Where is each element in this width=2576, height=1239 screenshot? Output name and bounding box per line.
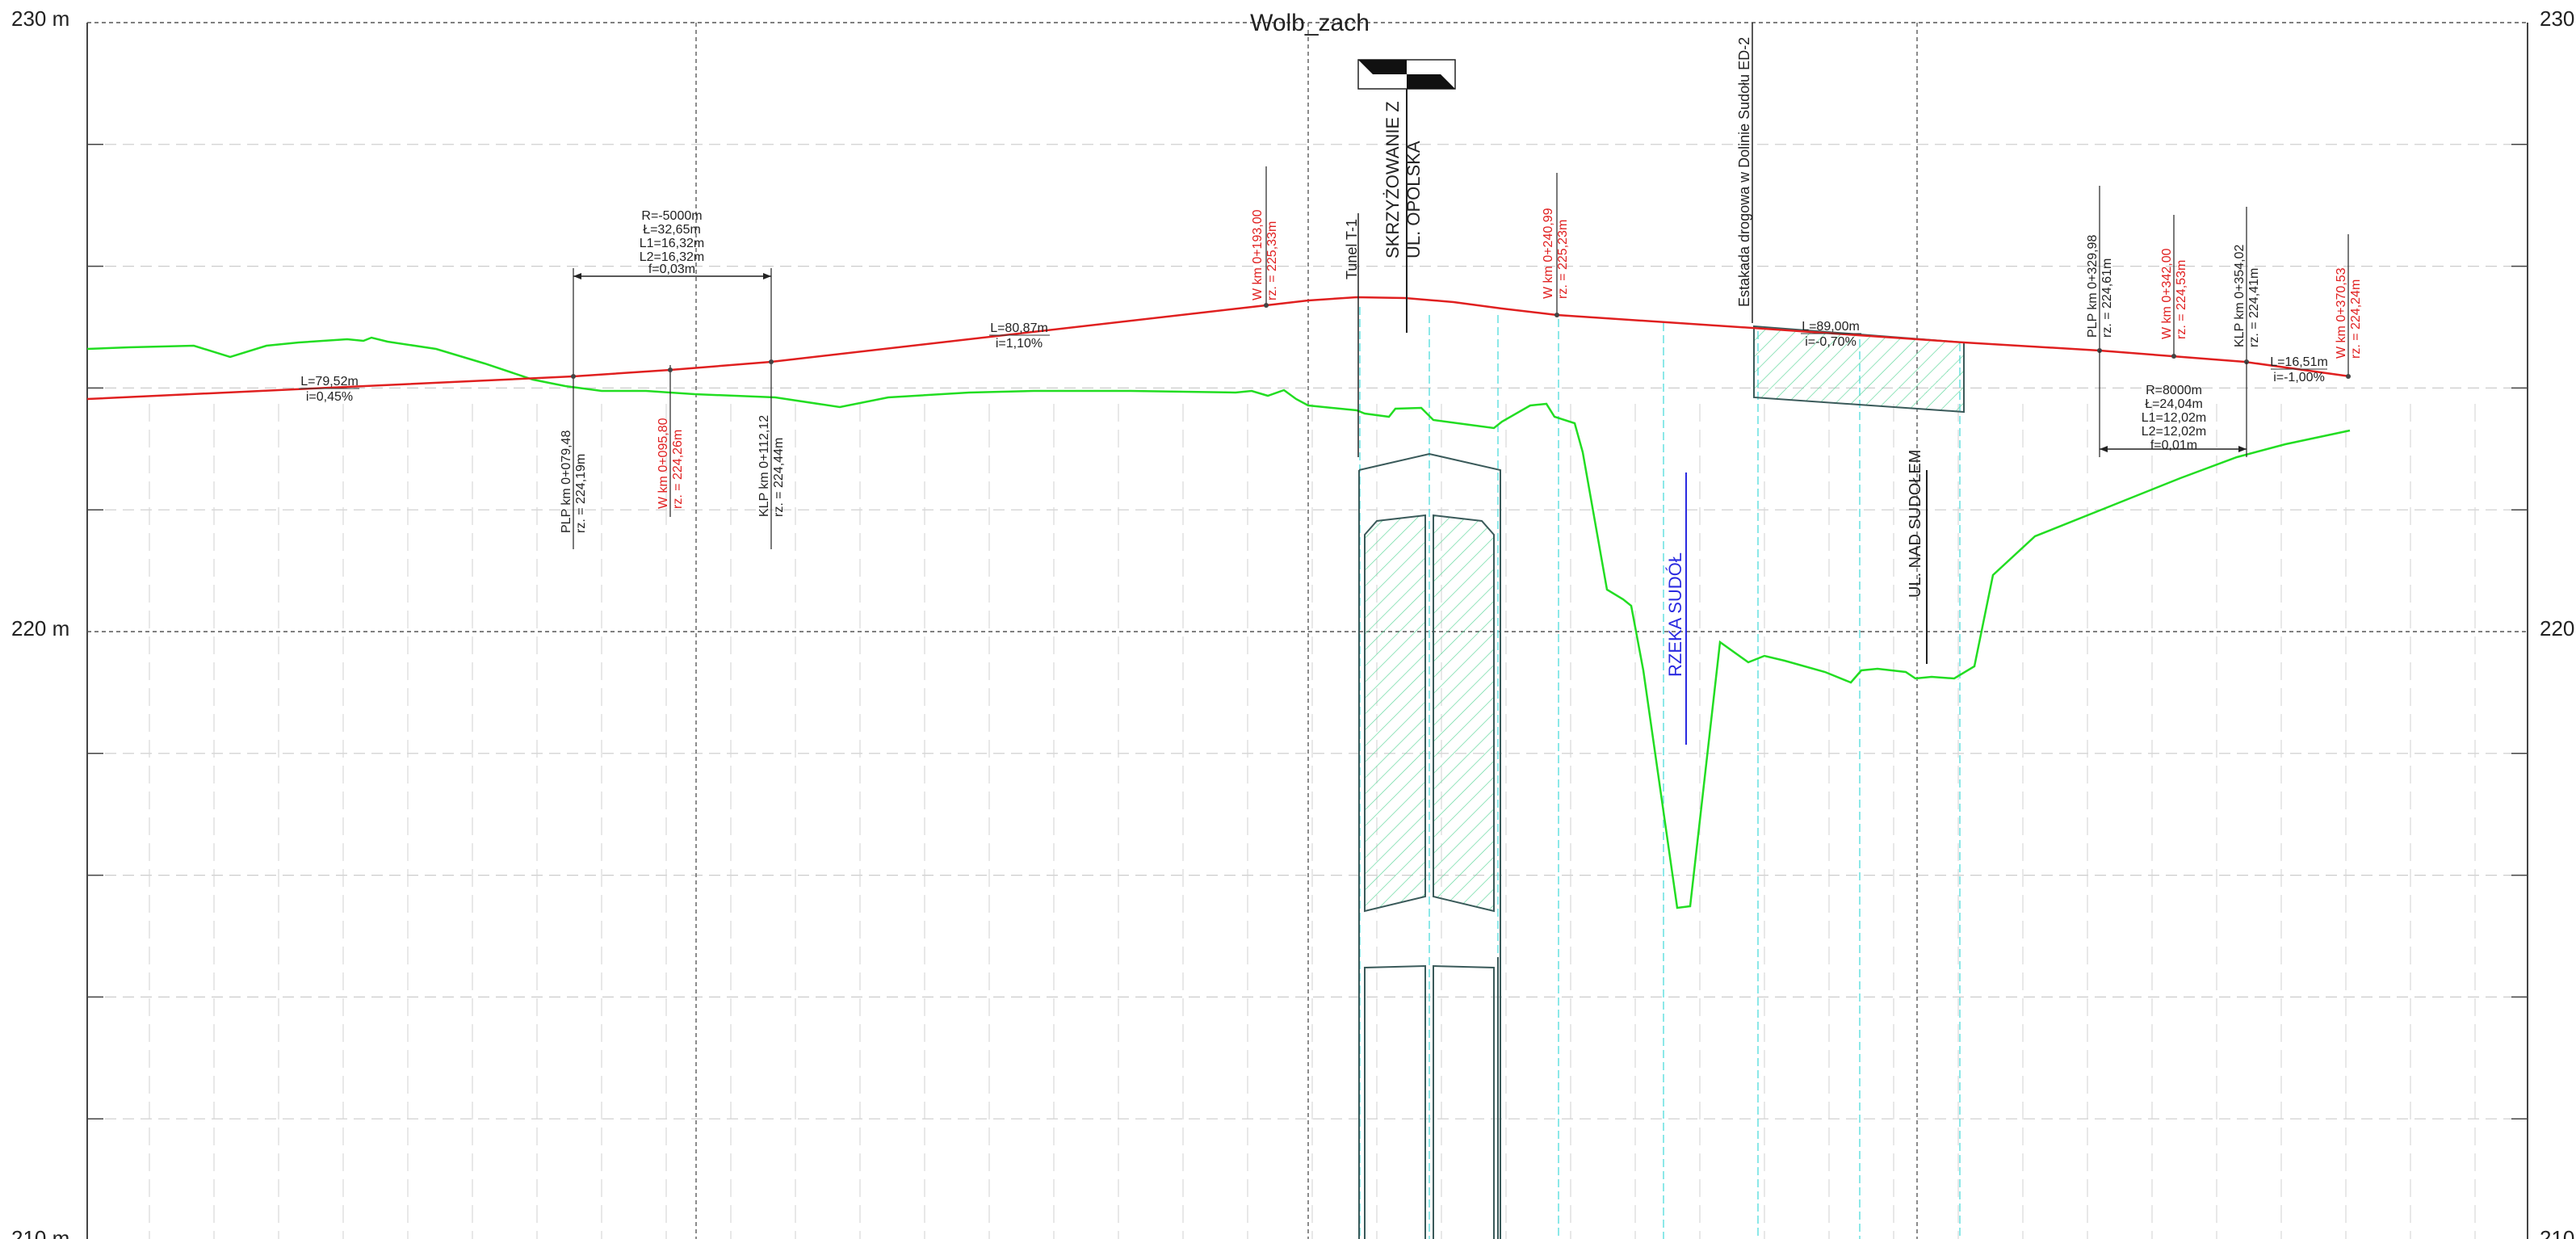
tunnel-lower-box: [1364, 964, 1495, 1239]
vcurve1-f: f=0,03m: [648, 262, 695, 276]
grid: [86, 22, 2528, 1239]
klp2-station: KLP km 0+354,02: [2233, 245, 2247, 347]
vcurve1-l2: L2=16,32m: [640, 250, 705, 264]
vcurve2-arc: Ł=24,04m: [2145, 397, 2203, 411]
marker-left-flag: [1358, 60, 1407, 74]
crossing-label-1: SKRZYŻOWANIE Z: [1382, 101, 1403, 258]
crossing-label-2: UL. OPOLSKA: [1403, 141, 1424, 258]
marker-right-flag: [1407, 74, 1455, 89]
tunnel-right-bore: [1433, 514, 1495, 913]
plp2-elev: rz. = 224,61m: [2100, 258, 2114, 338]
w1-station: W km 0+095,80: [657, 418, 670, 509]
elev-label-220: 220 m: [11, 616, 69, 640]
vcurve1-arc: Ł=32,65m: [643, 223, 701, 237]
w3-elev: rz. = 225,23m: [1556, 220, 1570, 299]
estakada-label: Estakada drogowa w Dolinie Sudołu ED-2: [1736, 37, 1752, 307]
river-label: RZEKA SUDÓŁ: [1665, 552, 1685, 677]
street-label: UL. NAD SUDOŁEM: [1907, 450, 1924, 598]
plp2-station: PLP km 0+329,98: [2086, 235, 2100, 338]
vcurve1-radius: R=-5000m: [641, 209, 702, 223]
crossing-marker: SKRZYŻOWANIE Z UL. OPOLSKA: [1357, 59, 1456, 333]
vcurve2-l1: L1=12,02m: [2142, 411, 2207, 425]
w3-station: W km 0+240,99: [1542, 208, 1555, 299]
tunnel-outer: [1358, 452, 1501, 1239]
w5-elev: rz. = 224,24m: [2349, 279, 2363, 359]
grade2-length: L=80,87m: [990, 321, 1048, 335]
grade2-slope: i=1,10%: [996, 337, 1043, 351]
tunnel-structure: [1358, 452, 1501, 1239]
elev-label-230: 230 m: [11, 6, 69, 31]
plp1-elev: rz. = 224,19m: [574, 454, 588, 533]
tunnel-left-bore: [1364, 514, 1426, 913]
terrain-line: [86, 336, 2351, 909]
tunnel-label: Tunel T-1: [1344, 219, 1360, 279]
grade4-slope: i=-1,00%: [2273, 371, 2325, 384]
station-labels: PLP km 0+079,48 rz. = 224,19m W km 0+095…: [560, 166, 2363, 533]
grade3-length: L=89,00m: [1802, 320, 1860, 334]
vcurve2-l2: L2=12,02m: [2142, 425, 2207, 439]
w5-station: W km 0+370,53: [2335, 267, 2348, 359]
w4-station: W km 0+342,00: [2160, 248, 2174, 339]
bridge-deck: [1753, 325, 1965, 414]
minor-grid: [87, 144, 2528, 1119]
klp2-elev: rz. = 224,41m: [2247, 268, 2261, 347]
plp1-station: PLP km 0+079,48: [560, 430, 573, 533]
klp1-station: KLP km 0+112,12: [757, 415, 771, 517]
w2-elev: rz. = 225,33m: [1265, 221, 1279, 300]
grade3-slope: i=-0,70%: [1805, 335, 1856, 349]
elev-label-right-210: 210: [2540, 1226, 2574, 1239]
vcurve2-radius: R=8000m: [2146, 384, 2202, 397]
w2-station: W km 0+193,00: [1251, 209, 1265, 300]
profile-title: Wolb_zach: [1250, 10, 1370, 36]
grade4-length: L=16,51m: [2270, 355, 2328, 369]
klp1-elev: rz. = 224,44m: [772, 438, 786, 517]
vertical-curve-2: R=8000m Ł=24,04m L1=12,02m L2=12,02m f=0…: [2099, 351, 2247, 457]
vertical-grid: [149, 23, 2476, 1239]
elev-label-right-220: 220: [2540, 616, 2574, 640]
tick-marks: [87, 144, 2528, 1119]
w4-elev: rz. = 224,53m: [2175, 260, 2188, 339]
grade-labels: L=79,52m i=0,45% L=80,87m i=1,10% L=89,0…: [299, 320, 2328, 404]
elev-label-210: 210 m: [11, 1226, 69, 1239]
grade1-slope: i=0,45%: [306, 390, 353, 404]
elev-label-right-230: 230: [2540, 6, 2574, 31]
vertical-curve-1: R=-5000m Ł=32,65m L1=16,32m L2=16,32m f=…: [571, 209, 774, 549]
grade1-length: L=79,52m: [300, 375, 359, 388]
vcurve2-f: f=0,01m: [2150, 439, 2197, 452]
design-line: [86, 296, 2351, 401]
vcurve1-l1: L1=16,32m: [640, 237, 705, 250]
w1-elev: rz. = 224,26m: [671, 430, 685, 509]
